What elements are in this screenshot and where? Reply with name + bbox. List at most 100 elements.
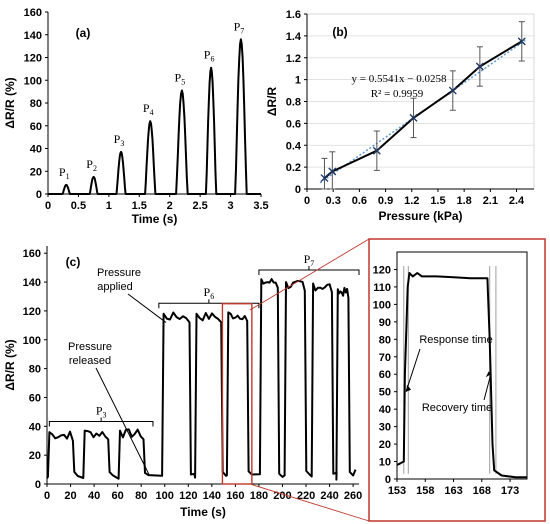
panel-c-released-arrow (95, 367, 150, 476)
panel-c-released-label-line1: Pressure (68, 341, 112, 353)
panel-b-y-tick-label: 0.4 (286, 140, 302, 152)
panel-a-x-tick-label: 2.5 (192, 200, 207, 212)
panel-a-x-tick-label: 0.5 (71, 200, 86, 212)
panel-b-y-tick-label: 1.4 (286, 31, 302, 43)
panel-c-group-label: P7 (304, 252, 315, 268)
panel-b-data-line (323, 40, 523, 179)
panel-c-y-tick-label: 60 (29, 392, 41, 404)
panel-b-fit-equation: y = 0.5541x − 0.0258 (352, 73, 447, 85)
panel-b-y-tick-label: 1.6 (286, 9, 301, 21)
panel-c-y-tick-label: 20 (29, 450, 41, 462)
panel-c-x-label: Time (s) (180, 505, 226, 519)
zoom-inset-frame (368, 238, 546, 522)
panel-c-y-tick-label: 140 (23, 277, 41, 289)
panel-c-x-tick-label: 180 (250, 490, 268, 502)
panel-a-x-tick-label: 2 (167, 200, 173, 212)
panel-a-x-label: Time (s) (132, 212, 178, 226)
panel-b-data-point (475, 62, 484, 71)
panel-b-data-point (409, 113, 418, 122)
panel-b-y-tick-label: 0.2 (286, 162, 301, 174)
panel-c-x-tick-label: 240 (320, 490, 338, 502)
panel-a-x-tick-label: 3.5 (253, 200, 268, 212)
panel-c-x-tick-label: 220 (297, 490, 315, 502)
zoom-inset-y-tick-label: 20 (379, 439, 391, 451)
panel-a-peak-label: P3 (114, 132, 125, 148)
panel-a-peak-label: P2 (86, 157, 97, 173)
zoom-inset-y-tick-label: 60 (379, 369, 391, 381)
zoom-inset-y-tick-label: 10 (379, 457, 391, 469)
zoom-connector-bottom (249, 483, 370, 522)
panel-c-highlight-box (221, 302, 253, 485)
panel-c-x-tick-label: 60 (112, 490, 124, 502)
panel-a-peak-label: P5 (175, 70, 186, 86)
panel-c-y-tick-label: 40 (29, 421, 41, 433)
panel-c-group-bracket (258, 266, 360, 276)
panel-c-applied-label-line2: applied (97, 281, 132, 293)
panel-b-x-tick-label: 0 (304, 195, 310, 207)
panel-a-y-label: ΔR/R (%) (3, 77, 17, 128)
zoom-inset-x-tick-label: 158 (416, 485, 434, 497)
zoom-inset-recovery-time-label: Recovery time (422, 402, 492, 414)
zoom-inset-x-tick-label: 173 (501, 485, 519, 497)
zoom-inset-y-tick-label: 110 (373, 282, 391, 294)
panel-b-y-label: ΔR/R (265, 87, 279, 117)
zoom-connector-top (249, 238, 370, 311)
panel-c-x-tick-label: 260 (344, 490, 362, 502)
zoom-inset-y-tick-label: 50 (379, 387, 391, 399)
panel-a-y-tick-label: 80 (30, 98, 42, 110)
zoom-inset-plot-frame (396, 251, 528, 480)
panel-c-x-tick-label: 0 (44, 490, 50, 502)
panel-a: 0 0.5 1 1.5 2 2.5 3 3.5 0 20 40 60 80 100 120 140 160 Tim… (3, 7, 269, 226)
zoom-inset-y-tick-label: 120 (373, 264, 391, 276)
panel-a-x-tick-label: 1 (106, 200, 112, 212)
zoom-inset-y-tick-label: 40 (379, 404, 391, 416)
zoom-inset-x-tick-label: 153 (388, 485, 406, 497)
panel-c-y-tick-label: 0 (35, 479, 41, 491)
zoom-connectors (249, 238, 370, 522)
panel-c-group-bracket (158, 299, 260, 309)
panel-a-response-curve (48, 38, 261, 195)
panel-b-data-point (517, 37, 526, 46)
zoom-inset-y-tick-label: 80 (379, 334, 391, 346)
panel-b-x-tick-label: 1.2 (404, 195, 419, 207)
panel-a-y-tick-label: 0 (36, 189, 42, 201)
panel-a-peak-label: P6 (204, 48, 215, 64)
panel-a-x-tick-label: 3 (228, 200, 234, 212)
panel-c-applied-label-line1: Pressure (97, 267, 141, 279)
panel-c-group-label: P6 (204, 285, 215, 301)
panel-c-label: (c) (66, 255, 81, 269)
zoom-inset-y-tick-label: 0 (385, 474, 391, 486)
panel-b-x-tick-label: 0.6 (352, 195, 367, 207)
panel-b: 0 0.3 0.6 0.9 1.2 1.5 1.8 2.1 2.4 0 0.2 0.4 0.6 0.8 1 1… (265, 9, 535, 223)
panel-b-r-squared: R² = 0.9959 (371, 88, 424, 100)
panel-c: 0 20 40 60 80 100 120 140 160 180 200 220 240 2600204… (3, 246, 362, 519)
panel-c-x-tick-label: 140 (203, 490, 221, 502)
panel-c-y-tick-label: 120 (23, 306, 41, 318)
zoom-inset-y-tick-label: 30 (379, 422, 391, 434)
panel-b-y-tick-label: 1.2 (286, 53, 301, 65)
panel-c-x-tick-label: 160 (226, 490, 244, 502)
panel-b-x-tick-label: 2.4 (509, 195, 525, 207)
zoom-inset-response-arrow (405, 348, 421, 392)
panel-a-y-tick-label: 160 (24, 7, 42, 19)
panel-b-x-tick-label: 0.9 (378, 195, 393, 207)
panel-b-y-tick-label: 0 (295, 184, 301, 196)
zoom-inset-y-tick-label: 70 (379, 352, 391, 364)
panel-b-x-label: Pressure (kPa) (378, 209, 462, 223)
panel-c-y-tick-label: 100 (23, 335, 41, 347)
panel-c-x-tick-label: 80 (135, 490, 147, 502)
panel-b-label: (b) (332, 25, 347, 39)
panel-a-label: (a) (76, 26, 91, 40)
panel-a-y-tick-label: 140 (24, 30, 42, 42)
panel-a-y-tick-label: 60 (30, 121, 42, 133)
panel-c-x-tick-label: 40 (88, 490, 100, 502)
panel-c-x-tick-label: 20 (64, 490, 76, 502)
panel-c-y-tick-label: 80 (29, 364, 41, 376)
zoom-inset-y-tick-label: 100 (373, 299, 391, 311)
panel-c-y-label: ΔR/R (%) (3, 339, 17, 390)
panel-b-data-point (448, 86, 457, 95)
panel-c-x-tick-label: 100 (156, 490, 174, 502)
zoom-inset-x-tick-label: 163 (444, 485, 462, 497)
panel-a-y-tick-label: 120 (24, 53, 42, 65)
